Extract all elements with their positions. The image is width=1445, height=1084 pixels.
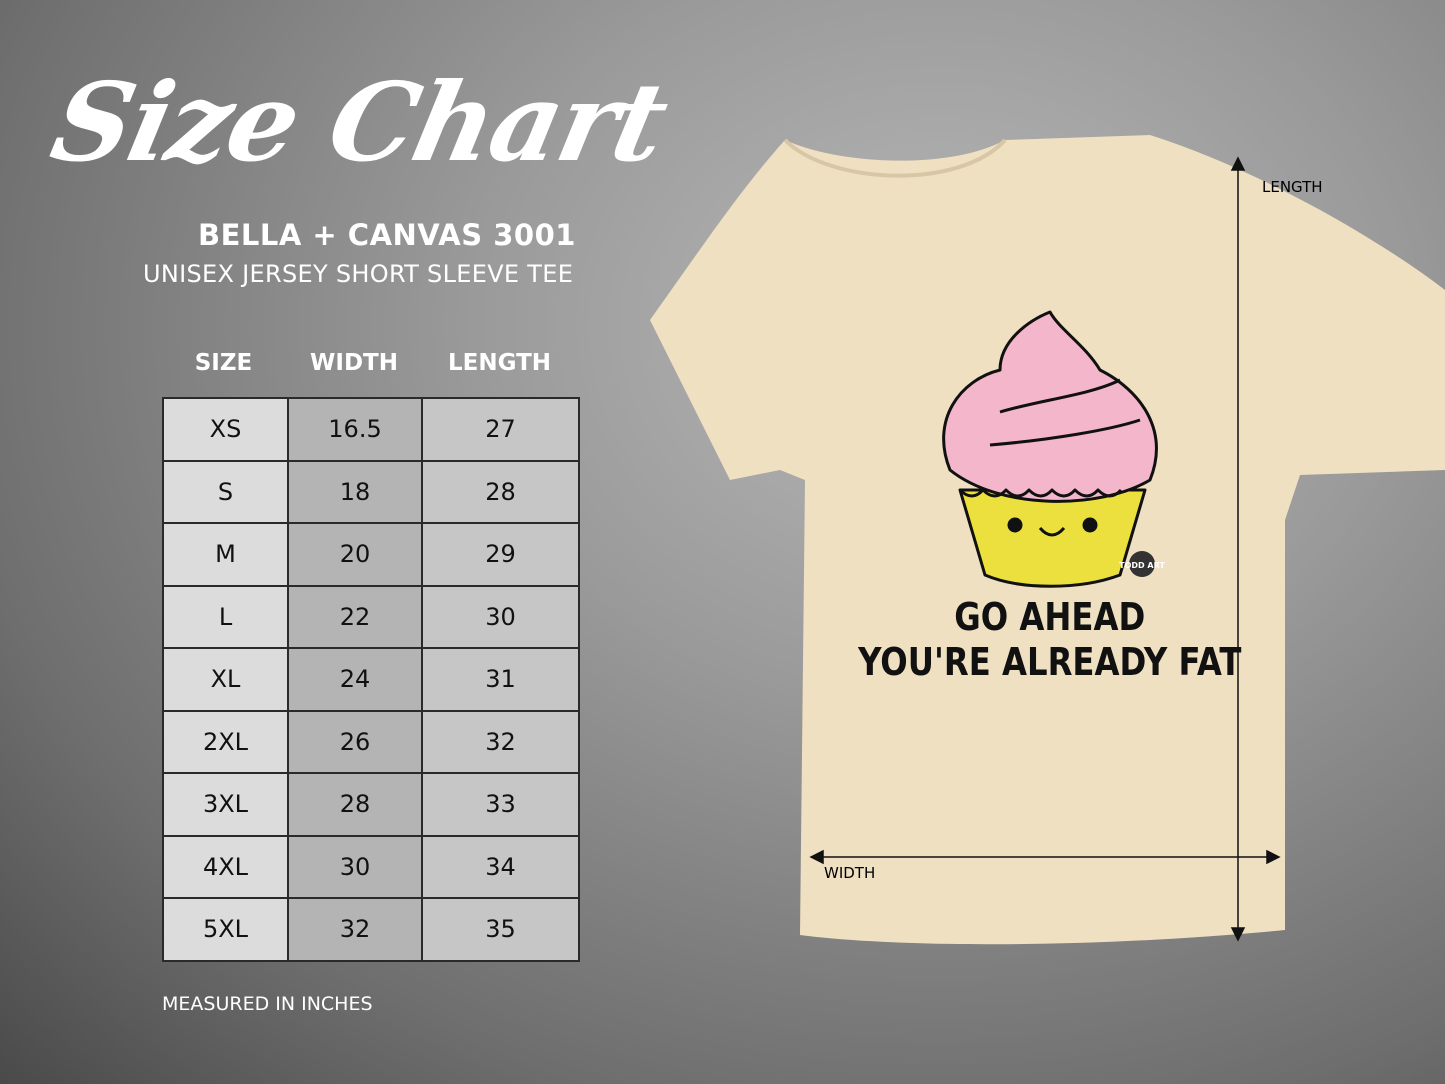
length-cell: 32 xyxy=(421,709,580,774)
table-row: L 22 30 xyxy=(162,584,580,649)
width-cell: 16.5 xyxy=(287,397,423,462)
length-cell: 30 xyxy=(421,584,580,649)
cupcake-graphic xyxy=(942,310,1158,588)
width-cell: 26 xyxy=(287,709,423,774)
width-cell: 24 xyxy=(287,647,423,712)
product-subtitle: UNISEX JERSEY SHORT SLEEVE TEE xyxy=(143,260,574,288)
size-cell: 2XL xyxy=(162,709,289,774)
width-cell: 28 xyxy=(287,772,423,837)
table-row: 5XL 32 35 xyxy=(162,897,580,962)
length-cell: 34 xyxy=(421,834,580,899)
size-cell: L xyxy=(162,584,289,649)
length-cell: 35 xyxy=(421,897,580,962)
size-cell: 5XL xyxy=(162,897,289,962)
length-cell: 31 xyxy=(421,647,580,712)
table-row: M 20 29 xyxy=(162,522,580,587)
print-line-2: YOU'RE ALREADY FAT xyxy=(857,641,1241,685)
table-row: 4XL 30 34 xyxy=(162,834,580,899)
table-row: 3XL 28 33 xyxy=(162,772,580,837)
column-header-length: LENGTH xyxy=(447,350,552,376)
length-cell: 29 xyxy=(421,522,580,587)
table-row: XL 24 31 xyxy=(162,647,580,712)
width-cell: 22 xyxy=(287,584,423,649)
size-table: XS 16.5 27 S 18 28 M 20 29 L 22 30 XL 24 31 2XL 26 32 3XL 2… xyxy=(162,397,580,962)
length-cell: 28 xyxy=(421,459,580,524)
length-label: LENGTH xyxy=(1262,178,1323,196)
print-line-1: GO AHEAD xyxy=(954,596,1145,640)
size-cell: M xyxy=(162,522,289,587)
size-cell: S xyxy=(162,459,289,524)
length-cell: 33 xyxy=(421,772,580,837)
width-cell: 20 xyxy=(287,522,423,587)
table-row: XS 16.5 27 xyxy=(162,397,580,462)
width-label: WIDTH xyxy=(824,864,875,882)
length-arrowheads xyxy=(1230,156,1246,942)
width-cell: 30 xyxy=(287,834,423,899)
brand-model: BELLA + CANVAS 3001 xyxy=(198,218,576,252)
width-cell: 32 xyxy=(287,897,423,962)
measurement-note: MEASURED IN INCHES xyxy=(162,993,373,1015)
width-arrowheads xyxy=(809,849,1281,865)
width-cell: 18 xyxy=(287,459,423,524)
column-header-size: SIZE xyxy=(194,350,253,376)
size-cell: XL xyxy=(162,647,289,712)
size-cell: XS xyxy=(162,397,289,462)
table-row: 2XL 26 32 xyxy=(162,709,580,774)
column-header-width: WIDTH xyxy=(310,350,398,376)
table-row: S 18 28 xyxy=(162,459,580,524)
size-cell: 3XL xyxy=(162,772,289,837)
length-cell: 27 xyxy=(421,397,580,462)
size-cell: 4XL xyxy=(162,834,289,899)
logo-text: TODD ART xyxy=(1119,561,1165,570)
collar xyxy=(783,138,1007,178)
